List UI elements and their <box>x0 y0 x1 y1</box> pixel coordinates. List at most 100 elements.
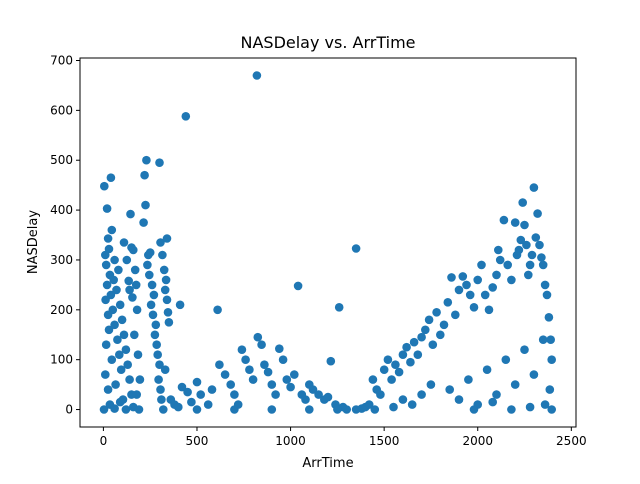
data-point <box>531 233 541 242</box>
data-point <box>290 370 299 379</box>
data-point <box>192 377 202 387</box>
data-point <box>540 280 550 290</box>
data-point <box>428 340 438 350</box>
data-point <box>112 285 121 295</box>
data-point <box>143 260 152 270</box>
data-point <box>252 71 262 80</box>
axes-frame <box>79 57 577 428</box>
data-point <box>417 390 426 399</box>
data-point <box>153 350 162 360</box>
data-point <box>141 200 150 210</box>
data-point <box>158 250 167 260</box>
data-point <box>154 375 163 384</box>
data-point <box>140 170 149 180</box>
data-point <box>482 365 492 375</box>
data-point <box>110 255 119 265</box>
y-tick-label: 200 <box>50 303 73 317</box>
data-point <box>454 395 464 404</box>
data-point <box>510 218 520 227</box>
data-point <box>546 335 555 345</box>
data-point <box>477 260 486 270</box>
data-point <box>109 275 118 285</box>
data-point <box>113 335 122 345</box>
data-point <box>480 290 490 300</box>
data-point <box>520 345 529 355</box>
data-point <box>271 390 280 399</box>
y-tick-label: 0 <box>65 403 73 417</box>
data-point <box>458 272 468 281</box>
x-axis-label: ArrTime <box>302 456 353 471</box>
data-point <box>101 370 110 379</box>
data-point <box>116 365 126 375</box>
data-point <box>160 365 170 375</box>
data-point <box>282 375 292 384</box>
data-point <box>196 390 205 399</box>
data-point <box>465 290 475 300</box>
y-tick-label: 500 <box>50 153 73 167</box>
data-point <box>174 402 183 412</box>
data-point <box>538 335 548 345</box>
data-point <box>547 405 556 414</box>
data-point <box>464 375 473 384</box>
data-point <box>370 405 380 414</box>
data-point <box>507 405 516 414</box>
data-point <box>351 244 361 253</box>
data-point <box>529 370 539 379</box>
data-point <box>125 285 134 295</box>
data-point <box>130 330 139 340</box>
data-point <box>155 158 164 167</box>
data-point <box>525 402 535 412</box>
data-point <box>155 360 164 370</box>
data-point <box>119 238 129 247</box>
data-point <box>157 395 166 404</box>
data-point <box>226 380 235 389</box>
data-point <box>351 405 361 414</box>
data-point <box>107 355 117 365</box>
data-point <box>121 345 131 355</box>
data-point <box>333 405 342 414</box>
data-point <box>181 112 191 121</box>
data-point <box>130 265 140 275</box>
data-point <box>545 385 555 394</box>
data-point <box>245 365 254 375</box>
data-point <box>538 260 548 270</box>
data-point <box>542 290 552 300</box>
data-point <box>253 332 263 342</box>
data-point <box>124 276 133 286</box>
data-point <box>162 295 172 305</box>
y-tick-label: 700 <box>50 53 73 67</box>
data-point <box>535 240 544 250</box>
data-point <box>100 181 109 191</box>
data-point <box>436 330 445 340</box>
data-point <box>488 283 498 292</box>
data-point <box>407 400 417 409</box>
chart-title: NASDelay vs. ArrTime <box>241 33 416 52</box>
data-point <box>175 300 185 310</box>
data-point <box>102 204 112 213</box>
x-tick-label: 2500 <box>556 434 587 448</box>
data-point <box>121 405 131 414</box>
data-point <box>527 250 537 260</box>
data-point <box>134 405 144 414</box>
data-point <box>267 405 277 414</box>
data-point <box>445 385 455 394</box>
data-point <box>159 265 169 275</box>
data-point <box>161 275 171 285</box>
data-point <box>104 325 114 335</box>
data-point <box>148 310 158 320</box>
data-point <box>122 255 132 265</box>
data-point <box>469 303 479 312</box>
data-point <box>503 260 512 270</box>
data-point <box>522 240 531 250</box>
data-point <box>308 385 318 394</box>
points-layer <box>99 71 556 414</box>
data-point <box>439 320 449 330</box>
x-tick-label: 0 <box>100 434 108 448</box>
data-point <box>364 400 374 409</box>
data-point <box>119 330 129 340</box>
data-point <box>514 245 524 255</box>
data-point <box>101 260 111 270</box>
data-point <box>547 355 556 365</box>
data-point <box>215 360 224 370</box>
data-point <box>260 360 269 370</box>
